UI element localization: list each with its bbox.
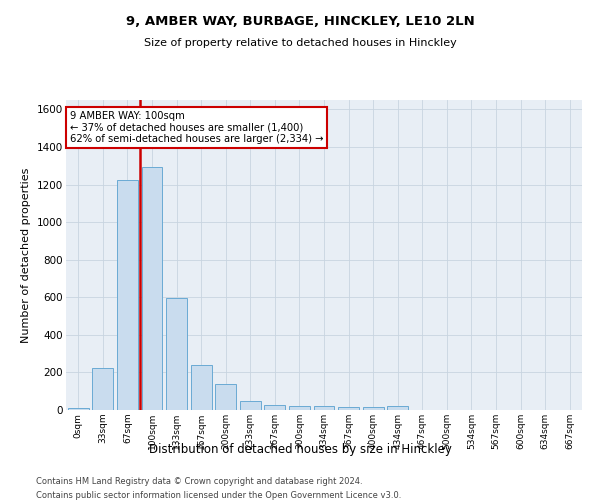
Bar xyxy=(215,384,236,410)
Bar xyxy=(68,408,89,410)
Bar xyxy=(92,368,113,410)
Text: Contains public sector information licensed under the Open Government Licence v3: Contains public sector information licen… xyxy=(36,491,401,500)
Bar xyxy=(166,298,187,410)
Bar xyxy=(314,406,334,410)
Bar xyxy=(338,407,359,410)
Bar xyxy=(362,406,383,410)
Text: 9, AMBER WAY, BURBAGE, HINCKLEY, LE10 2LN: 9, AMBER WAY, BURBAGE, HINCKLEY, LE10 2L… xyxy=(125,15,475,28)
Y-axis label: Number of detached properties: Number of detached properties xyxy=(22,168,31,342)
Bar xyxy=(191,366,212,410)
Bar xyxy=(289,406,310,410)
Bar xyxy=(240,401,261,410)
Bar xyxy=(387,406,408,410)
Text: Contains HM Land Registry data © Crown copyright and database right 2024.: Contains HM Land Registry data © Crown c… xyxy=(36,478,362,486)
Bar xyxy=(142,166,163,410)
Text: 9 AMBER WAY: 100sqm
← 37% of detached houses are smaller (1,400)
62% of semi-det: 9 AMBER WAY: 100sqm ← 37% of detached ho… xyxy=(70,112,323,144)
Text: Distribution of detached houses by size in Hinckley: Distribution of detached houses by size … xyxy=(149,442,451,456)
Bar xyxy=(117,180,138,410)
Bar xyxy=(265,404,286,410)
Text: Size of property relative to detached houses in Hinckley: Size of property relative to detached ho… xyxy=(143,38,457,48)
